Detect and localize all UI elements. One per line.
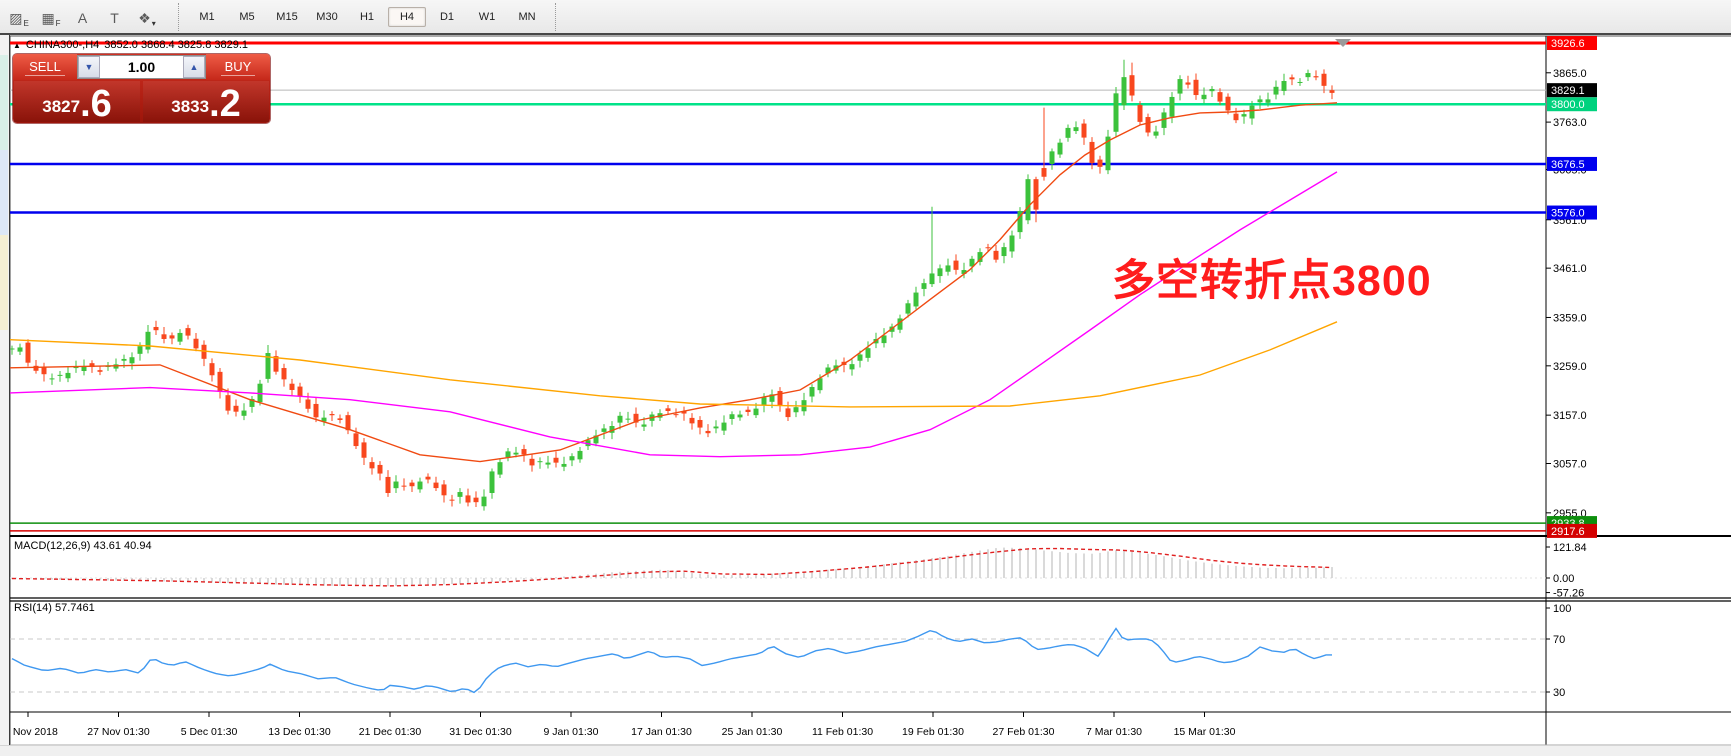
svg-text:27 Nov 01:30: 27 Nov 01:30 (87, 726, 150, 738)
timeframe-button-m1[interactable]: M1 (199, 10, 215, 23)
svg-text:3926.6: 3926.6 (1551, 38, 1585, 50)
ma-medium-line (9, 171, 1338, 458)
buy-price-main: 3833 (171, 97, 210, 116)
timeframe-button-m5[interactable]: M5 (239, 10, 255, 23)
price-axis: 3865.03763.03665.03561.03461.03359.03259… (1546, 68, 1587, 520)
grid-f-icon[interactable]: ▦ F (41, 9, 61, 28)
timeframe-button-group: M1 M5 M15 M30 H1 H4 D1 W1 MN (178, 2, 556, 31)
volume-spinner: ▼ 1.00 ▲ (77, 55, 206, 79)
sell-price-frac: .6 (80, 83, 112, 125)
price-axis-tags: 3926.63800.03676.53576.02933.82917.63829… (1547, 36, 1597, 538)
symbol-name: CHINA300-,H4 (25, 39, 100, 51)
symbol-info-line: ▲ CHINA300-,H4 3852.0 3868.4 3825.8 3829… (13, 39, 248, 51)
sell-button[interactable]: SELL (13, 54, 77, 80)
macd-indicator-label: MACD(12,26,9) 43.61 40.94 (14, 540, 152, 552)
svg-text:3829.1: 3829.1 (1551, 85, 1585, 97)
volume-increase-button[interactable]: ▲ (183, 56, 205, 78)
buy-button-label: BUY (220, 59, 256, 76)
svg-text:3676.5: 3676.5 (1551, 159, 1585, 171)
adjacent-window-edge (0, 35, 10, 745)
ma-fast-line (9, 102, 1338, 463)
svg-text:3576.0: 3576.0 (1551, 208, 1585, 220)
svg-text:5 Dec 01:30: 5 Dec 01:30 (181, 726, 238, 738)
svg-text:3157.0: 3157.0 (1553, 410, 1587, 422)
svg-text:25 Jan 01:30: 25 Jan 01:30 (722, 726, 783, 738)
symbol-ohlc-values: 3852.0 3868.4 3825.8 3829.1 (104, 39, 249, 51)
svg-text:30: 30 (1553, 687, 1565, 699)
ma-slow-line (9, 321, 1338, 408)
timeframe-button-m30[interactable]: M30 (316, 10, 338, 23)
svg-text:17 Jan 01:30: 17 Jan 01:30 (631, 726, 692, 738)
buy-button[interactable]: BUY (206, 54, 270, 80)
svg-text:-57.26: -57.26 (1553, 588, 1584, 600)
timeframe-button-h1[interactable]: H1 (359, 10, 375, 23)
svg-text:3800.0: 3800.0 (1551, 99, 1585, 111)
svg-text:19 Feb 01:30: 19 Feb 01:30 (902, 726, 964, 738)
toolbar-icon-group: ▨ E ▦ F A T ❖ ▾ (0, 5, 160, 29)
svg-text:15 Mar 01:30: 15 Mar 01:30 (1174, 726, 1236, 738)
annotation-text: 多空转折点3800 (1112, 257, 1432, 305)
svg-text:19 Nov 2018: 19 Nov 2018 (0, 726, 58, 738)
candles-layer (9, 59, 1335, 511)
collapse-triangle-icon[interactable]: ▲ (13, 40, 21, 50)
price-level-lines (10, 41, 1546, 532)
timeframe-button-mn[interactable]: MN (518, 10, 536, 23)
text-label-a-icon[interactable]: A (77, 9, 88, 26)
svg-text:70: 70 (1553, 634, 1565, 646)
new-order-hatch-e-icon[interactable]: ▨ E (9, 9, 29, 28)
rsi-indicator-label: RSI(14) 57.7461 (14, 602, 95, 614)
sell-button-label: SELL (25, 59, 65, 76)
toolbar: ▨ E ▦ F A T ❖ ▾ M1 M5 M15 M30 H1 H4 D1 W1 MN (0, 0, 1731, 35)
svg-text:11 Feb 01:30: 11 Feb 01:30 (812, 726, 873, 738)
sell-price-button[interactable]: 3827.6 (14, 81, 140, 125)
svg-text:9 Jan 01:30: 9 Jan 01:30 (544, 726, 599, 738)
buy-price-frac: .2 (209, 83, 241, 125)
timeframe-button-h4[interactable]: H4 (388, 6, 426, 27)
svg-text:100: 100 (1553, 603, 1571, 615)
time-axis: 19 Nov 2018 27 Nov 01:30 5 Dec 01:30 13 Dec… (0, 712, 1236, 738)
svg-text:3057.0: 3057.0 (1553, 459, 1587, 471)
svg-text:3359.0: 3359.0 (1553, 312, 1587, 324)
macd-signal-line (11, 547, 1333, 587)
text-box-t-icon[interactable]: T (110, 9, 119, 26)
svg-text:21 Dec 01:30: 21 Dec 01:30 (359, 726, 422, 738)
volume-input[interactable]: 1.00 (127, 59, 156, 75)
svg-text:31 Dec 01:30: 31 Dec 01:30 (449, 726, 512, 738)
svg-text:3259.0: 3259.0 (1553, 361, 1587, 373)
chart-shift-marker-icon[interactable] (1335, 39, 1351, 47)
svg-text:2917.6: 2917.6 (1551, 526, 1585, 538)
svg-text:13 Dec 01:30: 13 Dec 01:30 (268, 726, 331, 738)
svg-text:7 Mar 01:30: 7 Mar 01:30 (1086, 726, 1142, 738)
buy-price-button[interactable]: 3833.2 (143, 81, 269, 125)
svg-text:27 Feb 01:30: 27 Feb 01:30 (993, 726, 1055, 738)
one-click-trade-panel: SELL ▼ 1.00 ▲ BUY 3827.6 3833.2 (13, 54, 270, 123)
svg-text:3461.0: 3461.0 (1553, 263, 1587, 275)
svg-text:3865.0: 3865.0 (1553, 68, 1587, 80)
rsi-panel: 100 70 30 (10, 603, 1571, 699)
cursor-style-icon[interactable]: ❖ ▾ (138, 9, 156, 28)
timeframe-button-w1[interactable]: W1 (478, 10, 496, 23)
sell-price-main: 3827 (42, 97, 81, 116)
rsi-line (11, 627, 1332, 694)
timeframe-button-d1[interactable]: D1 (439, 10, 455, 23)
macd-panel: 121.84 0.00 -57.26 (10, 542, 1587, 600)
svg-text:3763.0: 3763.0 (1553, 117, 1587, 129)
svg-text:121.84: 121.84 (1553, 542, 1587, 554)
volume-decrease-button[interactable]: ▼ (78, 56, 100, 78)
svg-text:0.00: 0.00 (1553, 573, 1574, 585)
timeframe-button-m15[interactable]: M15 (276, 10, 298, 23)
